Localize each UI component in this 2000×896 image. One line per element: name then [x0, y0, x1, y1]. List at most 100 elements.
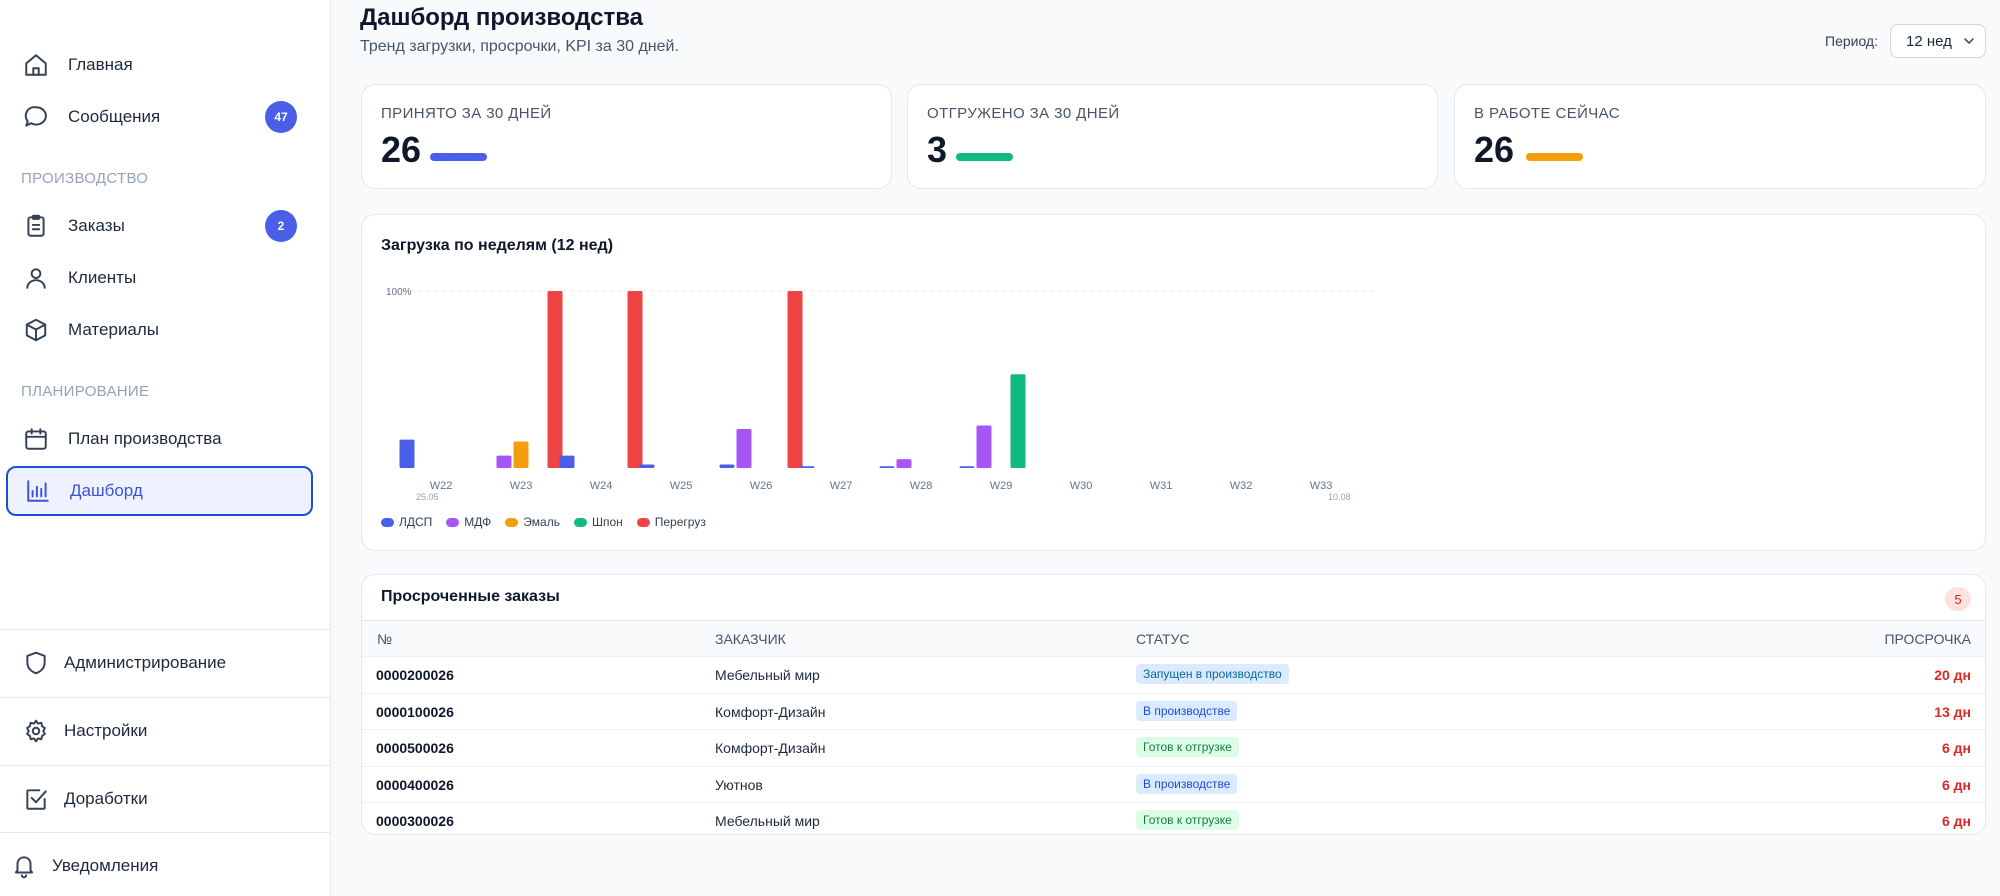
table-row[interactable]: 0000100026 Комфорт-Дизайн В производстве 13…: [362, 692, 1985, 729]
sidebar-item-label: Доработки: [64, 789, 148, 808]
bar-Шпон-W29: [1010, 374, 1026, 468]
table-row[interactable]: 0000200026 Мебельный мир Запущен в произво…: [362, 656, 1985, 692]
date-label-end: 10.08: [1328, 492, 1351, 502]
x-tick-label: W25: [670, 480, 693, 492]
bar-chart-icon: [24, 477, 52, 505]
order-number[interactable]: 0000100026: [376, 703, 454, 720]
table-header: № ЗАКАЗЧИК СТАТУС ПРОСРОЧКА: [362, 620, 1985, 656]
page-title: Дашборд производства: [360, 4, 643, 31]
delay-value: 20 дн: [1934, 667, 1971, 683]
legend-swatch: [573, 517, 587, 527]
legend-label: Эмаль: [523, 515, 560, 529]
sidebar-item-settings[interactable]: Настройки: [0, 697, 331, 764]
sidebar-item-dashboard[interactable]: Дашборд: [6, 466, 313, 516]
checkbox-icon: [22, 785, 50, 813]
order-number[interactable]: 0000400026: [376, 776, 454, 793]
bar-МДФ-W28: [896, 459, 912, 468]
table-row[interactable]: 0000300026 Мебельный мир Готов к отгрузке 6…: [362, 802, 1985, 834]
kpi-label: ОТГРУЖЕНО ЗА 30 ДНЕЙ: [927, 105, 1120, 122]
sidebar-item-notifications[interactable]: Уведомления: [0, 832, 331, 896]
sidebar-item-home[interactable]: Главная: [6, 40, 313, 90]
delay-value: 6 дн: [1941, 813, 1971, 829]
bar-МДФ-W23: [496, 455, 512, 468]
customer-name: Уютнов: [715, 776, 763, 793]
sidebar-item-messages[interactable]: Сообщения 47: [6, 92, 313, 142]
status-badge: В производстве: [1136, 773, 1238, 794]
sidebar-item-production-plan[interactable]: План производства: [6, 414, 313, 464]
cube-icon: [22, 316, 50, 344]
x-tick-label: W23: [510, 480, 533, 492]
kpi-accent-bar: [956, 153, 1013, 161]
order-number[interactable]: 0000500026: [376, 740, 454, 756]
kpi-value: 3: [927, 129, 948, 170]
kpi-accent-bar: [1526, 153, 1583, 161]
date-label-start: 25.05: [416, 492, 439, 502]
sidebar-item-improvements[interactable]: Доработки: [0, 765, 331, 832]
kpi-label: ПРИНЯТО ЗА 30 ДНЕЙ: [381, 105, 552, 122]
kpi-value: 26: [1474, 129, 1515, 170]
sidebar-item-label: Уведомления: [52, 856, 159, 875]
legend-swatch: [636, 517, 650, 527]
x-tick-label: W31: [1150, 480, 1173, 492]
clipboard-icon: [22, 212, 50, 240]
legend-item: Шпон: [573, 515, 623, 529]
x-tick-label: W27: [830, 480, 853, 492]
chat-icon: [22, 103, 50, 131]
order-number[interactable]: 0000200026: [376, 667, 454, 683]
overdue-count-badge: 5: [1945, 587, 1971, 611]
section-heading-production: ПРОИЗВОДСТВО: [21, 170, 149, 187]
kpi-accent-bar: [430, 153, 487, 161]
x-tick-label: W32: [1230, 480, 1253, 492]
sidebar-item-label: Администрирование: [64, 653, 227, 672]
legend-swatch: [505, 517, 519, 527]
shield-icon: [22, 649, 50, 677]
weekly-load-chart-card: Загрузка по неделям (12 нед) 100% W22 W23…: [361, 214, 1986, 551]
customer-name: Комфорт-Дизайн: [715, 740, 826, 756]
period-select-value: 12 нед: [1906, 32, 1952, 50]
messages-count-badge: 47: [265, 101, 297, 133]
calendar-icon: [22, 425, 50, 453]
sidebar-item-orders[interactable]: Заказы 2: [6, 201, 313, 251]
bar-ЛДСП-W28: [879, 466, 895, 468]
bar-ЛДСП-W27: [799, 466, 815, 468]
bar-Перегруз-W23: [547, 291, 563, 468]
delay-value: 13 дн: [1934, 703, 1971, 720]
customer-name: Мебельный мир: [715, 667, 820, 683]
chart-legend: ЛДСП МДФ Эмаль Шпон Перегруз: [381, 515, 706, 529]
period-select[interactable]: 12 нед: [1890, 24, 1986, 58]
column-header-status[interactable]: СТАТУС: [1136, 631, 1190, 647]
orders-count-badge: 2: [265, 210, 297, 242]
sidebar-item-materials[interactable]: Материалы: [6, 305, 313, 355]
customer-name: Мебельный мир: [715, 813, 820, 829]
legend-item: ЛДСП: [381, 515, 432, 529]
x-tick-label: W24: [590, 480, 613, 492]
status-badge: Готов к отгрузке: [1136, 737, 1239, 757]
sidebar-item-clients[interactable]: Клиенты: [6, 253, 313, 303]
column-header-delay[interactable]: ПРОСРОЧКА: [1884, 631, 1971, 647]
sidebar-item-label: Клиенты: [68, 268, 137, 287]
kpi-card-shipped: ОТГРУЖЕНО ЗА 30 ДНЕЙ 3: [907, 84, 1438, 189]
sidebar-item-administration[interactable]: Администрирование: [0, 629, 331, 696]
chart-title: Загрузка по неделям (12 нед): [381, 237, 614, 254]
column-header-customer[interactable]: ЗАКАЗЧИК: [715, 631, 786, 647]
legend-swatch: [446, 517, 460, 527]
page-subtitle: Тренд загрузки, просрочки, KPI за 30 дне…: [360, 38, 679, 55]
status-badge: Запущен в производство: [1136, 664, 1289, 684]
kpi-card-in-progress: В РАБОТЕ СЕЙЧАС 26: [1454, 84, 1986, 189]
section-heading-planning: ПЛАНИРОВАНИЕ: [21, 383, 150, 400]
weekly-load-chart: 100% W22 W23 W24 W25 W26 W27 W28 W29 W30 W31 W32 W3…: [386, 287, 1375, 502]
legend-item: МДФ: [446, 515, 491, 529]
table-row[interactable]: 0000400026 Уютнов В производстве 6 дн: [362, 765, 1985, 802]
bar-ЛДСП-W26: [719, 464, 735, 468]
bar-Эмаль-W23: [513, 441, 529, 468]
legend-swatch: [381, 517, 394, 527]
sidebar-item-label: Сообщения: [68, 107, 161, 126]
order-number[interactable]: 0000300026: [376, 813, 454, 829]
table-row[interactable]: 0000500026 Комфорт-Дизайн Готов к отгрузке…: [362, 729, 1985, 765]
period-label: Период:: [1825, 33, 1878, 49]
kpi-label: В РАБОТЕ СЕЙЧАС: [1474, 105, 1620, 122]
column-header-number[interactable]: №: [377, 631, 393, 647]
y-tick-label: 100%: [386, 287, 412, 298]
bar-ЛДСП-W29: [959, 466, 975, 468]
x-tick-label: W22: [430, 480, 453, 492]
